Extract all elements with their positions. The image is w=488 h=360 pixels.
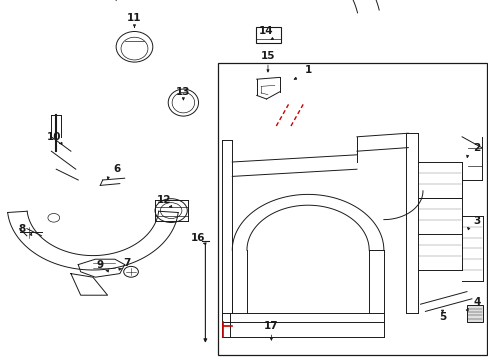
Text: 15: 15: [260, 51, 275, 61]
Bar: [466, 305, 482, 322]
Text: 6: 6: [114, 164, 121, 174]
Text: 13: 13: [176, 87, 190, 97]
Text: 1: 1: [304, 65, 311, 75]
Text: 7: 7: [123, 258, 131, 268]
Text: 17: 17: [264, 321, 278, 331]
Bar: [255, 27, 281, 43]
Text: 12: 12: [156, 195, 171, 205]
Text: 16: 16: [190, 233, 205, 243]
Text: 3: 3: [472, 216, 479, 226]
Text: 5: 5: [438, 312, 445, 322]
Text: 11: 11: [127, 13, 142, 23]
Text: 14: 14: [259, 26, 273, 36]
Text: 10: 10: [46, 132, 61, 142]
Bar: [217, 63, 486, 355]
Text: 8: 8: [19, 224, 25, 234]
Text: 4: 4: [472, 297, 480, 307]
Text: 9: 9: [97, 260, 103, 270]
Text: 2: 2: [472, 143, 479, 153]
